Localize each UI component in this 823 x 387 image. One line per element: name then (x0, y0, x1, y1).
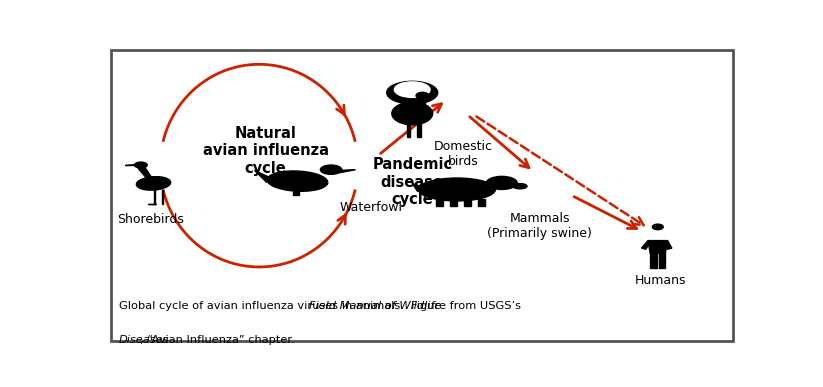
Ellipse shape (394, 82, 430, 98)
Polygon shape (125, 164, 139, 165)
Polygon shape (648, 241, 667, 253)
Ellipse shape (267, 171, 328, 191)
Text: Domestic
birds: Domestic birds (434, 140, 493, 168)
Polygon shape (659, 253, 665, 269)
Text: Natural
avian influenza
cycle: Natural avian influenza cycle (202, 126, 328, 176)
Polygon shape (415, 99, 427, 104)
Polygon shape (138, 168, 152, 178)
Polygon shape (436, 199, 443, 206)
Ellipse shape (320, 165, 342, 174)
Text: Waterfowl: Waterfowl (339, 201, 402, 214)
Polygon shape (293, 190, 299, 195)
Text: Pandemic
disease
cycle: Pandemic disease cycle (372, 157, 453, 207)
Text: Diseases: Diseases (119, 336, 170, 346)
Polygon shape (162, 190, 163, 204)
Text: , “Avian Influenza” chapter.: , “Avian Influenza” chapter. (140, 336, 295, 346)
Ellipse shape (486, 176, 517, 190)
Polygon shape (665, 241, 672, 249)
Polygon shape (650, 253, 657, 269)
Polygon shape (154, 190, 155, 204)
Text: Humans: Humans (635, 274, 686, 288)
Polygon shape (464, 199, 471, 206)
Ellipse shape (135, 162, 147, 168)
Text: Mammals
(Primarily swine): Mammals (Primarily swine) (487, 212, 593, 240)
Text: Shorebirds: Shorebirds (117, 213, 184, 226)
Polygon shape (339, 170, 356, 173)
Ellipse shape (392, 102, 433, 125)
Polygon shape (417, 124, 421, 137)
Polygon shape (407, 124, 411, 137)
Text: Global cycle of avian influenza viruses in animals.  Figure from USGS’s: Global cycle of avian influenza viruses … (119, 301, 524, 311)
Ellipse shape (387, 81, 438, 104)
Text: Field Manual of Wildlife: Field Manual of Wildlife (309, 301, 442, 311)
Polygon shape (641, 241, 650, 249)
Ellipse shape (416, 92, 429, 99)
Polygon shape (450, 199, 457, 206)
Polygon shape (254, 170, 270, 183)
Ellipse shape (513, 183, 527, 189)
Polygon shape (478, 199, 485, 206)
Ellipse shape (137, 176, 170, 190)
Ellipse shape (418, 178, 495, 201)
Ellipse shape (653, 224, 663, 230)
Polygon shape (412, 183, 421, 192)
